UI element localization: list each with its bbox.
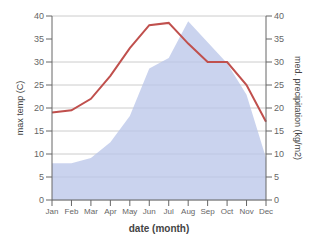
svg-text:Jan: Jan <box>46 207 59 216</box>
svg-text:Jul: Jul <box>164 207 174 216</box>
svg-text:med. precipitation (kg/m2): med. precipitation (kg/m2) <box>293 56 303 160</box>
svg-text:35: 35 <box>274 34 284 44</box>
svg-text:Nov: Nov <box>239 207 253 216</box>
svg-text:Dec: Dec <box>259 207 273 216</box>
svg-text:20: 20 <box>34 103 44 113</box>
svg-text:Oct: Oct <box>221 207 234 216</box>
svg-text:30: 30 <box>274 57 284 67</box>
svg-text:20: 20 <box>274 103 284 113</box>
svg-text:Mar: Mar <box>84 207 98 216</box>
svg-text:25: 25 <box>274 80 284 90</box>
svg-text:Feb: Feb <box>65 207 79 216</box>
svg-text:May: May <box>122 207 137 216</box>
svg-text:Sep: Sep <box>201 207 216 216</box>
svg-text:25: 25 <box>34 80 44 90</box>
svg-text:30: 30 <box>34 57 44 67</box>
svg-text:15: 15 <box>34 126 44 136</box>
svg-text:40: 40 <box>34 11 44 21</box>
svg-text:Aug: Aug <box>181 207 195 216</box>
svg-text:max temp (C): max temp (C) <box>15 81 25 136</box>
svg-text:40: 40 <box>274 11 284 21</box>
svg-text:Jun: Jun <box>143 207 156 216</box>
svg-text:5: 5 <box>274 172 279 182</box>
svg-text:0: 0 <box>274 195 279 205</box>
svg-text:10: 10 <box>34 149 44 159</box>
svg-text:date (month): date (month) <box>129 223 190 234</box>
svg-text:5: 5 <box>39 172 44 182</box>
svg-text:0: 0 <box>39 195 44 205</box>
svg-text:35: 35 <box>34 34 44 44</box>
svg-text:Apr: Apr <box>104 207 117 216</box>
svg-text:15: 15 <box>274 126 284 136</box>
svg-text:10: 10 <box>274 149 284 159</box>
